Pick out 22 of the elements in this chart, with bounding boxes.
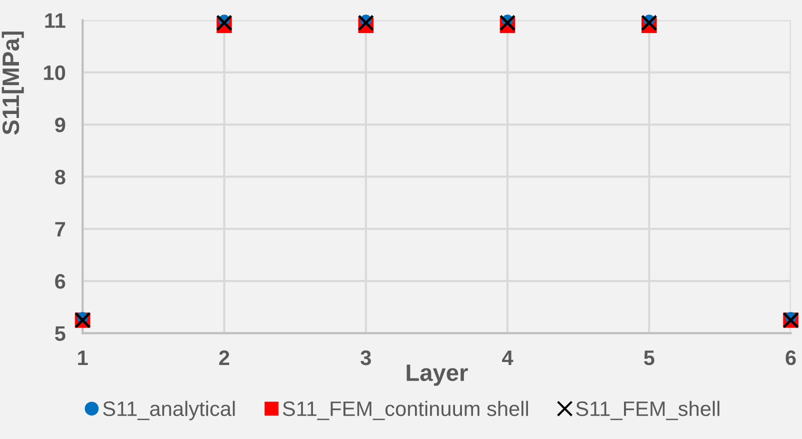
x-tick-label: 5 [644, 350, 654, 366]
y-axis-title: S11[MPa] [2, 32, 24, 135]
y-tick-label: 8 [55, 170, 66, 184]
point [499, 14, 516, 31]
x-tick-label: 3 [360, 350, 371, 366]
legend-label: S11_FEM_shell [576, 400, 720, 420]
y-tick-label: 7 [55, 222, 66, 236]
y-tick-label: 11 [45, 13, 66, 28]
legend-label: S11_analytical [103, 400, 235, 420]
y-tick-label: 9 [55, 118, 66, 132]
y-tick-label: 5 [54, 326, 66, 341]
y-tick-label: 6 [55, 274, 66, 289]
y-tick-label: 10 [44, 65, 66, 80]
x-tick-label: 4 [502, 350, 514, 365]
point [640, 14, 658, 31]
x-axis-title: Layer [406, 364, 468, 386]
point [216, 14, 232, 31]
legend-label: S11_FEM_continuum shell [282, 400, 528, 420]
point [358, 14, 374, 31]
x-tick-label: 6 [786, 350, 796, 366]
x-tick-label: 1 [78, 350, 88, 365]
x-tick-label: 2 [219, 350, 230, 365]
